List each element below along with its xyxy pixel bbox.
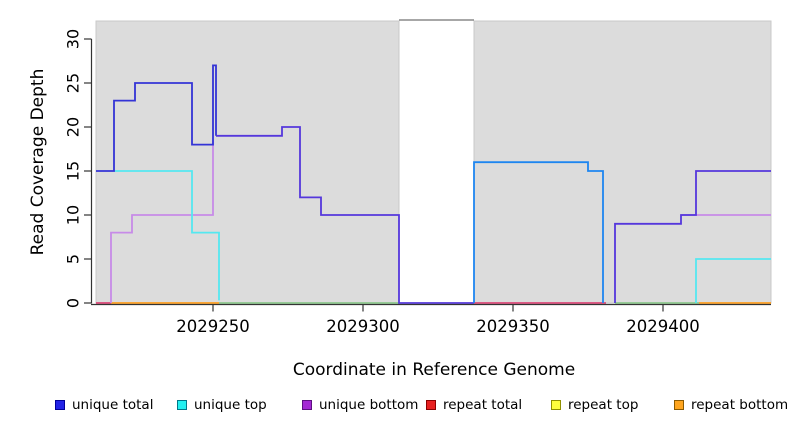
y-tick-label: 30: [64, 29, 83, 49]
legend-item-unique-bottom: unique bottom: [302, 397, 418, 413]
legend-item-unique-total: unique total: [55, 397, 153, 413]
legend-item-unique-top: unique top: [177, 397, 267, 413]
y-tick-label: 20: [64, 117, 83, 137]
legend-item-repeat-total: repeat total: [426, 397, 522, 413]
series-line-unique-total-right: [614, 170, 771, 303]
legend-label: unique total: [72, 397, 154, 413]
panel-background-left: [95, 20, 400, 304]
y-tick-label: 10: [64, 205, 83, 225]
series-line-unique-total-left: [96, 64, 217, 172]
legend-item-repeat-top: repeat top: [551, 397, 638, 413]
y-tick-label: 15: [64, 161, 83, 181]
legend-label: repeat total: [443, 397, 523, 413]
repeat-bottom-swatch: [674, 400, 684, 410]
y-tick-label: 0: [64, 298, 83, 308]
series-line-unique-total-mid: [216, 126, 474, 304]
repeat-total-swatch: [426, 400, 436, 410]
x-tick-label: 2029300: [326, 317, 400, 336]
legend-label: unique top: [194, 397, 267, 413]
unique-bottom-swatch: [302, 400, 312, 410]
unique-top-swatch: [177, 400, 187, 410]
series-line-unique-top-left: [114, 170, 220, 301]
x-tick-label: 2029400: [626, 317, 700, 336]
unique-total-swatch: [55, 400, 65, 410]
x-tick-label: 2029250: [176, 317, 250, 336]
repeat-top-swatch: [551, 400, 561, 410]
series-line-unique-top-right: [695, 258, 771, 303]
legend-label: repeat bottom: [691, 397, 789, 413]
legend-label: repeat top: [568, 397, 639, 413]
y-axis-title: Read Coverage Depth: [28, 68, 48, 256]
series-line-unique-total-after-gap: [473, 161, 604, 303]
legend-item-repeat-bottom: repeat bottom: [674, 397, 788, 413]
y-tick-label: 25: [64, 73, 83, 93]
series-line-unique-bottom-left: [110, 140, 214, 303]
x-axis-title: Coordinate in Reference Genome: [292, 360, 576, 380]
y-tick-label: 5: [64, 254, 83, 264]
x-tick-label: 2029350: [476, 317, 550, 336]
legend-label: unique bottom: [319, 397, 419, 413]
legend: unique total unique top unique bottom re…: [0, 394, 792, 422]
